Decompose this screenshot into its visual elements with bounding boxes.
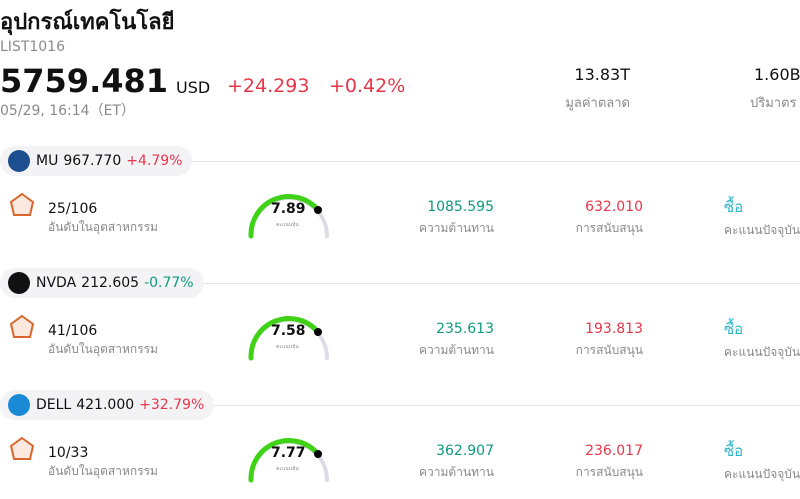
stock-icon <box>8 150 30 172</box>
stock-change: +32.79% <box>139 397 205 413</box>
gauge-fill <box>248 194 321 239</box>
signal: ซื้อ <box>724 320 744 338</box>
rank-icon <box>9 192 35 216</box>
row-graphics <box>9 314 329 361</box>
row-graphics <box>9 436 329 483</box>
score: 7.89 <box>271 201 306 217</box>
stock-change: -0.77% <box>144 275 194 291</box>
divider <box>185 283 800 284</box>
gauge-knob <box>314 450 322 458</box>
change: +24.293 <box>227 75 310 97</box>
current-score-label: คะแนนปัจจุบัน <box>724 467 800 481</box>
currency: USD <box>176 78 211 97</box>
gauge-knob <box>314 328 322 336</box>
score-caption: คะแนนหุ้น <box>276 344 299 350</box>
ticker: DELL <box>36 397 72 413</box>
price: 5759.481 <box>0 62 169 100</box>
score-caption: คะแนนหุ้น <box>276 466 299 472</box>
stock-price: 212.605 <box>81 275 140 291</box>
stock-icon <box>8 272 30 294</box>
support-label: การสนับสนุน <box>575 343 643 357</box>
score-caption: คะแนนหุ้น <box>276 222 299 228</box>
stock-change: +4.79% <box>126 153 183 169</box>
current-score-label: คะแนนปัจจุบัน <box>724 223 800 237</box>
ticker: MU <box>36 153 59 169</box>
signal: ซื้อ <box>724 442 744 460</box>
rank: 10/33 <box>48 445 89 461</box>
signal: ซื้อ <box>724 198 744 216</box>
rank-label: อันดับในอุตสาหกรรม <box>48 464 158 478</box>
code: LIST1016 <box>0 39 65 55</box>
resistance-label: ความต้านทาน <box>419 221 494 235</box>
support: 632.010 <box>585 199 643 215</box>
support-label: การสนับสนุน <box>575 465 643 479</box>
current-score-label: คะแนนปัจจุบัน <box>724 345 800 359</box>
stock-pill[interactable]: DELL 421.000 +32.79% <box>0 390 215 420</box>
divider <box>185 405 800 406</box>
title: อุปกรณ์เทคโนโลยี <box>0 10 175 35</box>
stock-icon <box>8 394 30 416</box>
rank: 25/106 <box>48 201 98 217</box>
rank-label: อันดับในอุตสาหกรรม <box>48 342 158 356</box>
gauge-fill <box>248 316 321 361</box>
gauge-knob <box>314 206 322 214</box>
row-graphics <box>9 192 329 239</box>
rank: 41/106 <box>48 323 98 339</box>
time: 05/29, 16:14（ET） <box>0 103 135 119</box>
volume-label: ปริมาตร <box>750 96 797 111</box>
resistance-label: ความต้านทาน <box>419 465 494 479</box>
divider <box>185 161 800 162</box>
stock-pill[interactable]: NVDA 212.605 -0.77% <box>0 268 204 298</box>
resistance: 235.613 <box>436 321 494 337</box>
rank-icon <box>9 436 35 460</box>
change-pct: +0.42% <box>329 75 406 97</box>
rank-icon <box>9 314 35 338</box>
ticker: NVDA <box>36 275 77 291</box>
support: 236.017 <box>585 443 643 459</box>
resistance: 362.907 <box>436 443 494 459</box>
volume: 1.60B <box>754 65 800 84</box>
rank-label: อันดับในอุตสาหกรรม <box>48 220 158 234</box>
resistance-label: ความต้านทาน <box>419 343 494 357</box>
stock-price: 967.770 <box>63 153 122 169</box>
support: 193.813 <box>585 321 643 337</box>
stock-pill[interactable]: MU 967.770 +4.79% <box>0 146 193 176</box>
support-label: การสนับสนุน <box>575 221 643 235</box>
score: 7.58 <box>271 323 306 339</box>
score: 7.77 <box>271 445 306 461</box>
gauge-fill <box>248 438 321 483</box>
stock-price: 421.000 <box>76 397 135 413</box>
market-cap-label: มูลค่าตลาด <box>565 96 630 111</box>
resistance: 1085.595 <box>427 199 494 215</box>
market-cap: 13.83T <box>574 65 630 84</box>
